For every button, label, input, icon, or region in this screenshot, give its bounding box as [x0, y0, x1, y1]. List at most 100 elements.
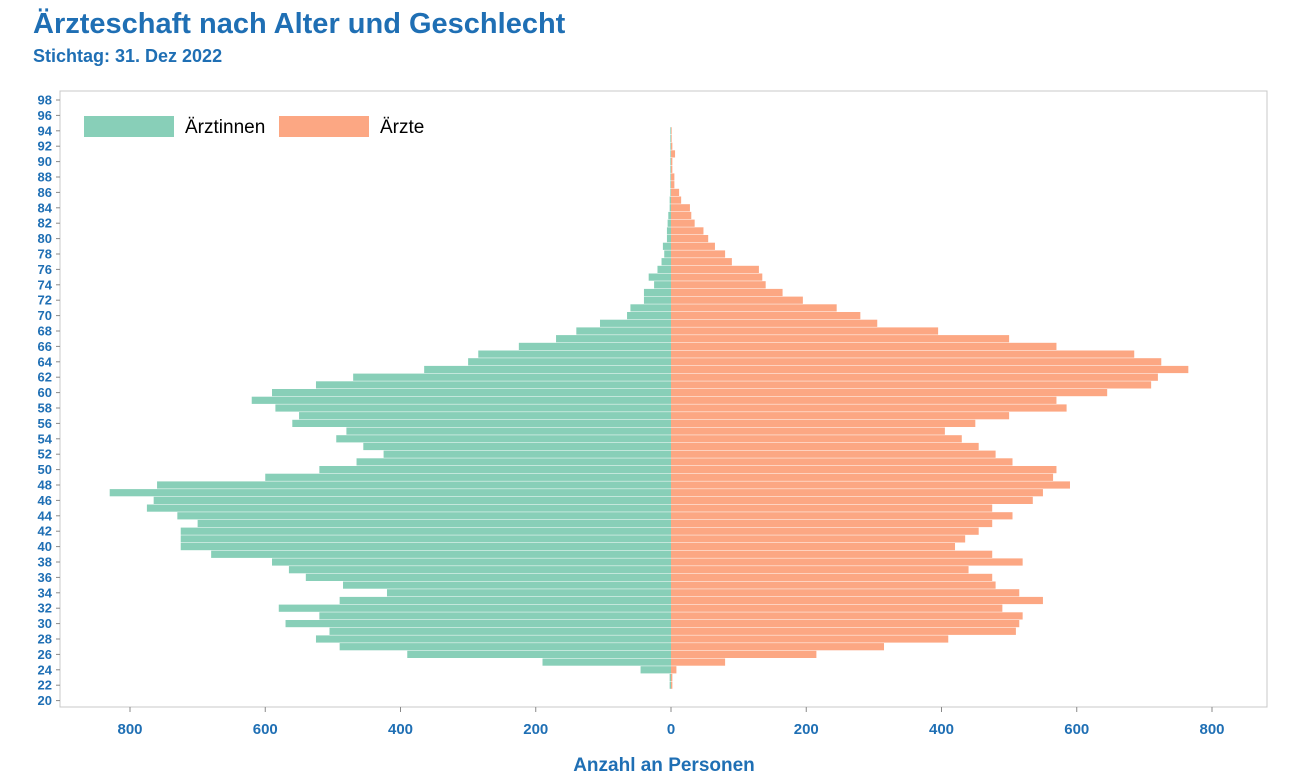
bar-female-age-67 [556, 335, 671, 343]
y-tick-label: 20 [38, 693, 52, 708]
legend-swatch-male [279, 116, 369, 137]
bar-female-age-23 [669, 673, 671, 682]
bar-female-age-31 [319, 612, 671, 620]
bar-male-age-94 [671, 127, 672, 135]
bar-female-age-47 [109, 489, 671, 497]
plot-area-frame [59, 90, 1268, 708]
bar-female-age-26 [407, 650, 671, 658]
bar-female-age-59 [251, 396, 671, 404]
bar-male-age-54 [671, 435, 962, 443]
bar-male-age-93 [671, 134, 672, 143]
bar-male-age-30 [671, 620, 1020, 628]
bar-female-age-32 [278, 604, 671, 612]
bar-male-age-49 [671, 473, 1054, 481]
bar-female-age-44 [177, 512, 671, 520]
bar-female-age-94 [670, 127, 671, 135]
bar-male-age-42 [671, 527, 979, 535]
bar-male-age-45 [671, 504, 993, 512]
bar-female-age-63 [424, 365, 671, 374]
legend: Ärztinnen Ärzte [84, 116, 424, 138]
y-tick-label: 84 [38, 200, 53, 215]
bar-female-age-45 [146, 504, 671, 512]
bar-male-age-22 [671, 681, 673, 689]
x-tick-label: 800 [117, 721, 142, 738]
y-tick-label: 44 [38, 508, 53, 523]
bar-male-age-47 [671, 489, 1043, 497]
bar-male-age-37 [671, 566, 969, 574]
bar-female-age-82 [667, 219, 671, 227]
bar-male-age-90 [671, 158, 673, 166]
x-tick-label: 200 [523, 721, 548, 738]
bar-male-age-26 [671, 650, 817, 658]
bar-male-age-80 [671, 235, 709, 243]
y-tick-label: 96 [38, 108, 52, 123]
bar-female-age-55 [346, 427, 671, 435]
bar-male-age-31 [671, 612, 1023, 620]
bar-male-age-56 [671, 419, 976, 427]
bar-male-age-36 [671, 573, 993, 581]
male-bars [671, 127, 1189, 689]
y-tick-label: 98 [38, 93, 52, 108]
bar-female-age-73 [643, 288, 671, 297]
bar-female-age-62 [353, 373, 671, 381]
bar-female-age-25 [542, 658, 671, 666]
bar-female-age-90 [670, 158, 671, 166]
bar-male-age-82 [671, 219, 695, 227]
bar-female-age-70 [627, 312, 671, 320]
bar-female-age-34 [386, 589, 671, 597]
bar-female-age-35 [343, 581, 671, 589]
bar-female-age-76 [657, 265, 671, 273]
bar-female-age-93 [670, 134, 671, 143]
bar-male-age-62 [671, 373, 1158, 381]
bar-male-age-32 [671, 604, 1003, 612]
y-tick-label: 56 [38, 416, 52, 431]
y-tick-label: 82 [38, 216, 52, 231]
y-tick-label: 62 [38, 370, 52, 385]
y-tick-label: 70 [38, 308, 52, 323]
legend-label-male: Ärzte [380, 117, 424, 138]
bar-male-age-58 [671, 404, 1067, 412]
bar-female-age-48 [157, 481, 672, 489]
bar-male-age-53 [671, 442, 979, 451]
bar-female-age-29 [329, 627, 671, 635]
bar-female-age-52 [383, 450, 671, 458]
bar-male-age-76 [671, 265, 759, 273]
y-tick-label: 28 [38, 632, 52, 647]
bar-male-age-67 [671, 335, 1010, 343]
bar-female-age-39 [211, 550, 671, 558]
y-tick-label: 38 [38, 555, 52, 570]
x-tick-label: 800 [1199, 721, 1224, 738]
y-tick-label: 22 [38, 678, 52, 693]
bar-female-age-27 [339, 643, 671, 651]
bar-male-age-75 [671, 273, 763, 281]
y-tick-label: 48 [38, 478, 52, 493]
bar-female-age-86 [670, 188, 671, 196]
bar-female-age-71 [630, 304, 671, 312]
y-tick-label: 36 [38, 570, 52, 585]
bar-male-age-43 [671, 519, 993, 528]
bar-female-age-30 [285, 620, 671, 628]
bar-male-age-41 [671, 535, 966, 543]
bar-male-age-48 [671, 481, 1070, 489]
bar-female-age-40 [180, 543, 671, 551]
y-tick-label: 72 [38, 293, 52, 308]
bar-male-age-33 [671, 596, 1043, 605]
x-tick-label: 0 [667, 721, 675, 738]
bar-male-age-23 [671, 673, 673, 682]
bar-female-age-60 [272, 389, 671, 397]
bar-female-age-53 [363, 442, 671, 451]
bar-male-age-66 [671, 342, 1057, 350]
y-tick-label: 42 [38, 524, 52, 539]
bar-female-age-74 [654, 281, 671, 289]
bar-female-age-83 [668, 211, 671, 220]
y-tick-label: 24 [38, 662, 53, 677]
bar-female-age-69 [599, 319, 671, 327]
bar-male-age-63 [671, 365, 1189, 374]
bar-female-age-87 [670, 181, 671, 189]
y-tick-label: 32 [38, 601, 52, 616]
bar-male-age-35 [671, 581, 996, 589]
bar-female-age-84 [669, 204, 671, 212]
y-tick-label: 54 [38, 431, 53, 446]
y-tick-label: 52 [38, 447, 52, 462]
